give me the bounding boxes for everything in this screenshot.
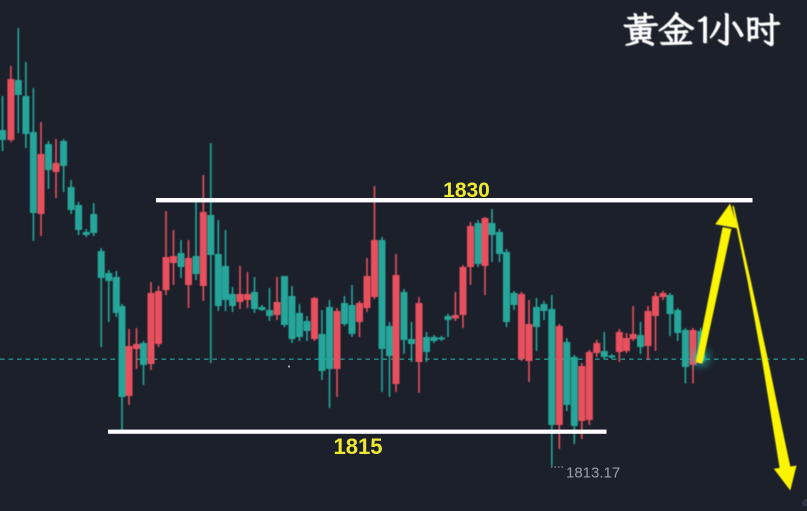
svg-text:1813.17: 1813.17 [566, 464, 620, 481]
svg-text:1815: 1815 [334, 434, 383, 459]
svg-text:1830: 1830 [443, 179, 490, 202]
